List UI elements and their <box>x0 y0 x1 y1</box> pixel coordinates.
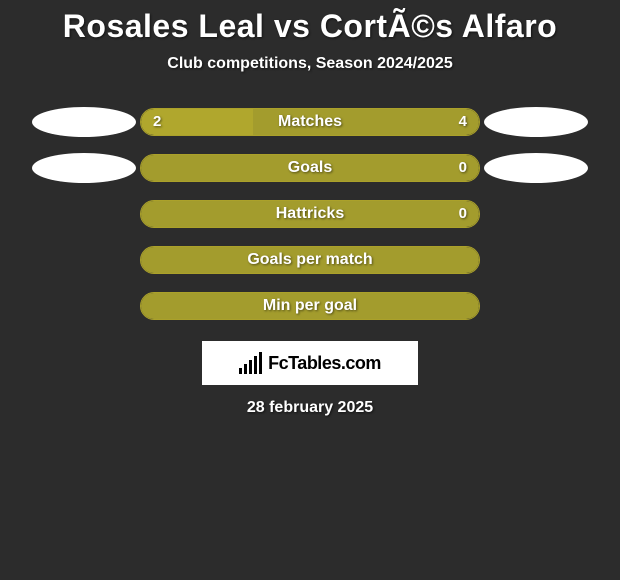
stat-label: Matches <box>141 109 479 135</box>
stat-bar: Matches2 4 <box>140 108 480 136</box>
avatar-slot-right <box>480 107 592 137</box>
stat-bar: Hattricks0 <box>140 200 480 228</box>
date-label: 28 february 2025 <box>0 399 620 417</box>
stat-value-right: 0 <box>459 201 467 227</box>
stat-value-right: 0 <box>459 155 467 181</box>
stat-label: Goals per match <box>141 247 479 273</box>
stat-row: Goals per match <box>0 243 620 277</box>
stat-value-right: 4 <box>459 109 467 135</box>
stat-row: Min per goal <box>0 289 620 323</box>
stat-row: Matches2 4 <box>0 105 620 139</box>
stat-label: Min per goal <box>141 293 479 319</box>
comparison-widget: Rosales Leal vs CortÃ©s Alfaro Club comp… <box>0 0 620 417</box>
player-avatar-right <box>484 153 588 183</box>
stat-value-left: 2 <box>153 109 161 135</box>
avatar-slot-left <box>28 153 140 183</box>
stat-row: Hattricks0 <box>0 197 620 231</box>
stat-label: Goals <box>141 155 479 181</box>
stat-bar: Min per goal <box>140 292 480 320</box>
player-avatar-left <box>32 153 136 183</box>
page-title: Rosales Leal vs CortÃ©s Alfaro <box>0 8 620 45</box>
logo-banner[interactable]: FcTables.com <box>202 341 418 385</box>
player-avatar-right <box>484 107 588 137</box>
stat-row: Goals0 <box>0 151 620 185</box>
avatar-slot-right <box>480 153 592 183</box>
stat-bar: Goals0 <box>140 154 480 182</box>
avatar-slot-left <box>28 107 140 137</box>
subtitle: Club competitions, Season 2024/2025 <box>0 55 620 73</box>
logo-text: FcTables.com <box>268 353 381 374</box>
logo-chart-icon <box>239 352 262 374</box>
stat-label: Hattricks <box>141 201 479 227</box>
player-avatar-left <box>32 107 136 137</box>
stat-bar: Goals per match <box>140 246 480 274</box>
stats-list: Matches24Goals0Hattricks0Goals per match… <box>0 105 620 323</box>
